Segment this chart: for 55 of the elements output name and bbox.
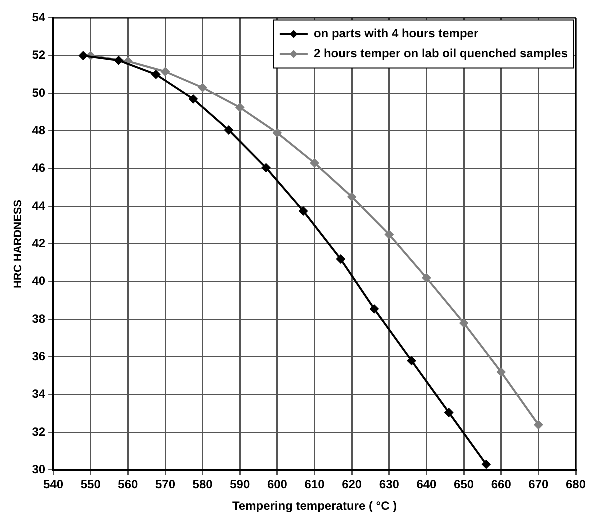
x-tick-label: 630 [379, 478, 400, 492]
point [407, 356, 416, 366]
point [336, 254, 346, 264]
point [460, 318, 469, 328]
x-axis-title: Tempering temperature ( °C ) [232, 499, 398, 514]
point [262, 163, 271, 172]
y-tick-label: 36 [32, 350, 46, 364]
y-tick-label: 32 [32, 424, 46, 439]
point [496, 368, 506, 377]
point [224, 126, 234, 135]
point [198, 83, 208, 92]
point [161, 67, 170, 76]
y-tick-label: 30 [32, 462, 46, 477]
legend-label: on parts with 4 hours temper [314, 26, 479, 41]
x-tick-label: 590 [230, 478, 250, 492]
point [78, 51, 88, 60]
y-tick-label: 40 [32, 274, 46, 288]
point [348, 192, 357, 202]
point [482, 460, 491, 470]
point [422, 274, 432, 283]
point [534, 420, 544, 430]
point [299, 206, 308, 216]
point [152, 70, 161, 80]
y-tick-label: 54 [32, 10, 46, 25]
y-tick-label: 38 [32, 312, 46, 326]
y-tick-label: 52 [32, 48, 46, 62]
point [384, 230, 394, 240]
x-tick-label: 680 [566, 478, 586, 492]
legend-label: 2 hours temper on lab oil quenched samples [314, 46, 568, 61]
x-tick-label: 650 [454, 478, 474, 492]
x-tick-label: 560 [118, 478, 139, 492]
y-tick-label: 44 [32, 198, 46, 213]
y-tick-label: 48 [32, 124, 46, 138]
x-tick-label: 640 [416, 478, 438, 492]
x-tick-label: 620 [342, 478, 362, 492]
y-tick-label: 42 [32, 236, 46, 251]
point [272, 128, 282, 138]
y-tick-label: 34 [32, 387, 46, 402]
y-axis-title: HRC HARDNESS [12, 200, 25, 289]
x-tick-label: 660 [491, 478, 512, 492]
point [444, 408, 454, 418]
y-tick-label: 46 [32, 161, 46, 176]
point [236, 103, 245, 112]
x-tick-label: 570 [155, 478, 176, 492]
x-tick-label: 670 [528, 478, 550, 492]
point [310, 158, 320, 168]
y-tick-label: 50 [32, 86, 46, 100]
point [114, 56, 124, 66]
x-tick-label: 610 [304, 478, 326, 492]
point [188, 94, 198, 104]
x-tick-label: 600 [267, 478, 288, 492]
x-tick-label: 580 [192, 478, 214, 492]
x-tick-label: 540 [44, 478, 64, 492]
point [370, 304, 379, 314]
x-tick-label: 550 [80, 478, 102, 492]
